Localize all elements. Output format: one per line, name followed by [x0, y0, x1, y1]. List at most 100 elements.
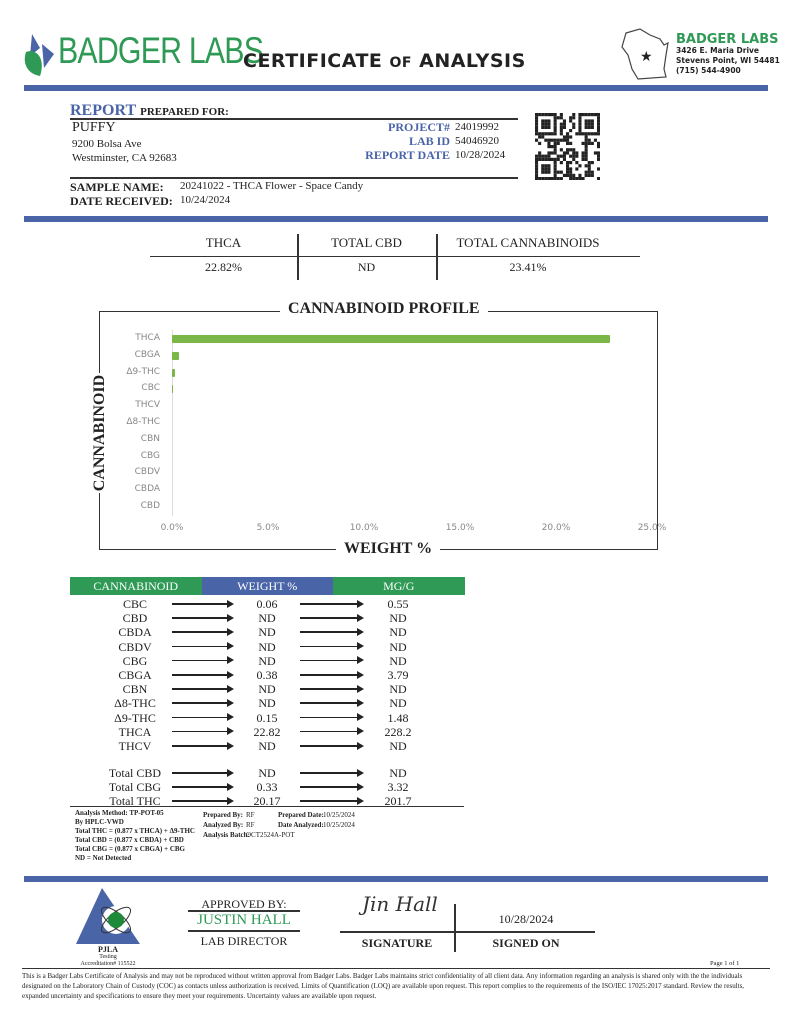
arrow-icon	[172, 783, 234, 790]
client-city: Westminster, CA 92683	[72, 152, 177, 164]
arrow-icon	[300, 797, 364, 804]
cannabinoid-name: CBC	[122, 597, 147, 611]
cannabinoid-name: THCA	[118, 724, 152, 739]
column-header: CANNABINOID	[70, 577, 202, 595]
project-label: PROJECT#	[387, 120, 450, 134]
report-date-label: REPORT DATE	[365, 148, 450, 162]
weight-percent: ND	[258, 639, 276, 654]
mg-per-g: ND	[389, 682, 407, 697]
arrow-icon	[300, 642, 364, 649]
method-notes: Analysis Method: TP-POT-05 By HPLC-VWD Tot…	[75, 809, 195, 862]
weight-percent: 0.33	[256, 780, 278, 795]
approver-role: LAB DIRECTOR	[200, 934, 288, 948]
arrow-icon	[172, 713, 234, 720]
arrow-icon	[172, 699, 234, 706]
arrow-icon	[172, 797, 234, 804]
pjla-label: PJLA	[98, 945, 118, 954]
sample-name-label: SAMPLE NAME:	[70, 180, 164, 194]
arrow-icon	[172, 657, 234, 664]
disclaimer: This is a Badger Labs Certificate of Ana…	[22, 972, 745, 1000]
weight-percent: 0.15	[256, 710, 278, 725]
weight-percent: 22.82	[253, 724, 281, 739]
signature-image: Jin Hall	[362, 892, 438, 916]
date-received-label: DATE RECEIVED:	[70, 194, 173, 208]
table-row: CBG ND ND	[70, 654, 470, 668]
table-row: THCA 22.82 228.2	[70, 725, 470, 739]
signed-on-label: SIGNED ON	[492, 936, 560, 950]
client-street: 9200 Bolsa Ave	[72, 138, 142, 150]
table-row: CBDV ND ND	[70, 640, 470, 654]
summary-header-thca: THCA	[205, 235, 242, 250]
date-labels: Prepared Date: Date Analyzed:	[278, 811, 324, 829]
cannabinoid-name: Δ9-THC	[114, 710, 156, 725]
pjla-accreditation: Testing Accreditation# 115522	[80, 954, 136, 967]
arrow-icon	[300, 671, 364, 678]
weight-percent: 0.06	[256, 597, 278, 611]
cannabinoid-name: CBGA	[118, 668, 152, 682]
chart-x-label: WEIGHT %	[336, 540, 441, 558]
brand-logo-text: BADGER LABS	[58, 30, 264, 71]
cannabinoid-name: CBDA	[118, 625, 152, 640]
arrow-icon	[300, 742, 364, 749]
weight-percent: ND	[258, 611, 276, 626]
mg-per-g: 201.7	[384, 794, 412, 809]
project-number: 24019992	[455, 121, 499, 133]
weight-percent: ND	[258, 625, 276, 640]
sample-name: 20241022 - THCA Flower - Space Candy	[180, 180, 364, 192]
mg-per-g: ND	[389, 739, 407, 753]
arrow-icon	[300, 657, 364, 664]
arrow-icon	[172, 728, 234, 735]
date-values: 10/25/2024 10/25/2024	[323, 811, 355, 829]
arrow-icon	[172, 628, 234, 635]
chart-frame	[99, 311, 658, 550]
date-received: 10/24/2024	[180, 194, 231, 206]
mg-per-g: ND	[389, 611, 407, 626]
document-title: CERTIFICATE OF ANALYSIS	[243, 50, 526, 72]
weight-percent: ND	[258, 696, 276, 711]
signature-label: SIGNATURE	[361, 936, 433, 950]
wisconsin-map-icon: ★	[621, 28, 669, 80]
summary-value-thca: 22.82%	[205, 260, 242, 274]
table-row: Total CBG 0.33 3.32	[70, 780, 470, 794]
page-number: Page 1 of 1	[710, 960, 740, 967]
arrow-icon	[172, 685, 234, 692]
table-row: Total CBD ND ND	[70, 766, 470, 780]
mg-per-g: ND	[389, 639, 407, 654]
chart-y-label: CANNABINOID	[91, 373, 109, 493]
summary-value-total-cbd: ND	[357, 260, 376, 274]
arrow-icon	[300, 713, 364, 720]
arrow-icon	[300, 600, 364, 607]
arrow-icon	[300, 699, 364, 706]
table-row: CBC 0.06 0.55	[70, 597, 470, 611]
approver-name: JUSTIN HALL	[197, 912, 291, 928]
cannabinoid-name: Total THC	[109, 794, 161, 809]
analysis-labels: Prepared By: Analyzed By: Analysis Batch:	[203, 811, 250, 839]
column-header: WEIGHT %	[201, 577, 333, 595]
sample-divider	[70, 177, 518, 179]
lab-id-label: LAB ID	[408, 134, 450, 148]
mg-per-g: ND	[389, 653, 407, 668]
approval-divider	[24, 876, 768, 882]
signed-date: 10/28/2024	[498, 912, 554, 926]
mg-per-g: ND	[389, 696, 407, 711]
table-row: CBN ND ND	[70, 682, 470, 696]
table-bottom-rule	[70, 806, 464, 807]
arrow-icon	[172, 671, 234, 678]
weight-percent: 0.38	[256, 668, 278, 682]
arrow-icon	[300, 685, 364, 692]
weight-percent: ND	[258, 739, 276, 753]
weight-percent: ND	[258, 653, 276, 668]
table-row: Δ8-THC ND ND	[70, 696, 470, 710]
arrow-icon	[300, 783, 364, 790]
mg-per-g: 1.48	[387, 710, 409, 725]
lab-id: 54046920	[455, 135, 499, 147]
client-name: PUFFY	[72, 120, 116, 135]
report-date: 10/28/2024	[455, 149, 506, 161]
table-row: CBGA 0.38 3.79	[70, 668, 470, 682]
cannabinoid-name: Total CBD	[108, 766, 162, 780]
arrow-icon	[300, 628, 364, 635]
summary-value-total-cannabinoids: 23.41%	[509, 260, 547, 274]
badger-leaf-logo-icon	[24, 34, 54, 76]
report-divider	[70, 118, 518, 120]
table-row: THCV ND ND	[70, 739, 470, 753]
